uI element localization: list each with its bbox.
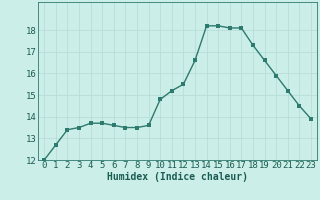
- X-axis label: Humidex (Indice chaleur): Humidex (Indice chaleur): [107, 172, 248, 182]
